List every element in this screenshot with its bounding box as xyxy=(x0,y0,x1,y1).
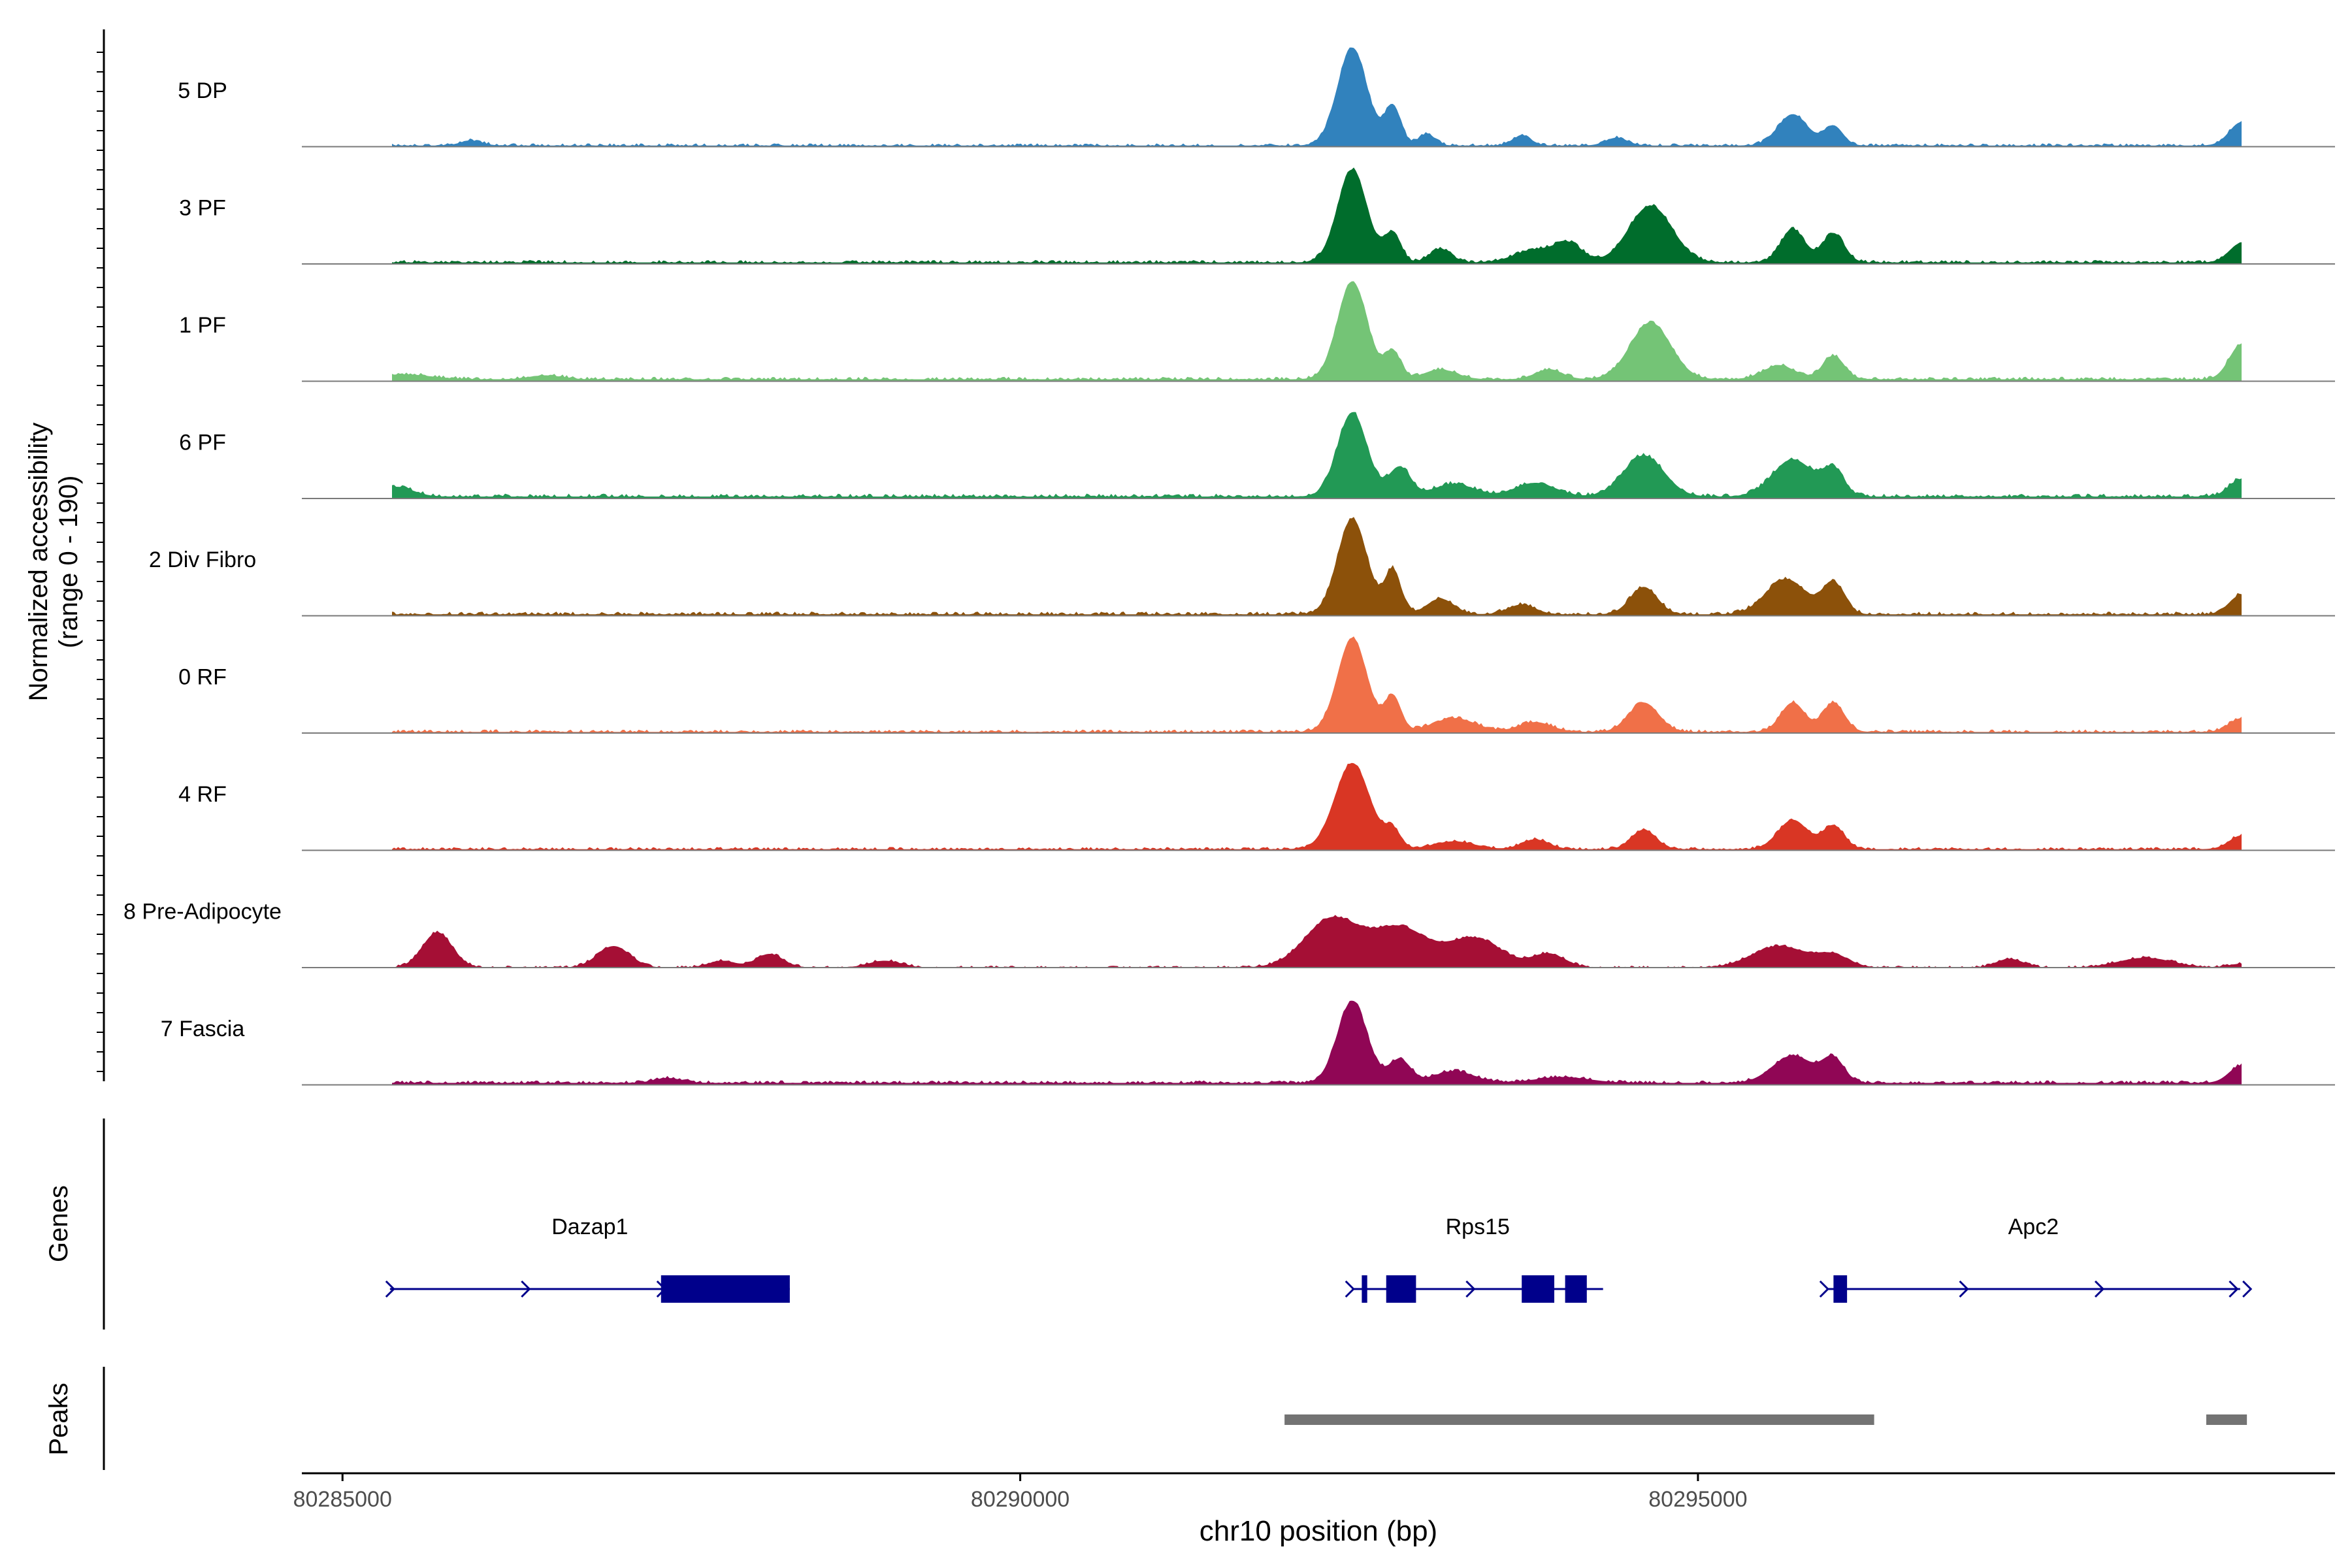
x-axis: 80285000 80290000 80295000 chr10 position … xyxy=(293,1472,2335,1547)
strand-arrow xyxy=(656,1280,666,1298)
track-label: 8 Pre-Adipocyte xyxy=(123,900,282,924)
gene-rps15: Rps15 xyxy=(1345,1215,1603,1303)
track-8-pre-adipocyte: 8 Pre-Adipocyte xyxy=(123,900,2335,968)
strand-arrow xyxy=(521,1280,531,1298)
track-2-div-fibro: 2 Div Fibro xyxy=(149,517,2335,617)
track-1-pf: 1 PF xyxy=(179,281,2335,382)
gene-name: Rps15 xyxy=(1446,1215,1510,1239)
strand-arrow xyxy=(1345,1280,1355,1298)
gene-apc2: Apc2 xyxy=(1819,1215,2253,1303)
gene-name: Dazap1 xyxy=(551,1215,628,1239)
y-axis-title-line1: Normalized accessibility xyxy=(24,423,53,702)
strand-arrow xyxy=(2229,1280,2239,1298)
track-4-rf: 4 RF xyxy=(178,762,2335,851)
track-label: 4 RF xyxy=(178,782,227,807)
track-7-fascia: 7 Fascia xyxy=(161,1000,2335,1086)
strand-arrow xyxy=(1959,1280,1969,1298)
coverage-y-axis xyxy=(97,29,105,1081)
gene-exon xyxy=(661,1275,790,1303)
gene-name: Apc2 xyxy=(2008,1215,2059,1239)
gene-exon xyxy=(1565,1275,1587,1303)
gene-annotation-track: Dazap1 Rps15 Apc2 xyxy=(385,1215,2253,1303)
track-label: 2 Div Fibro xyxy=(149,547,256,572)
track-5-dp: 5 DP xyxy=(178,47,2335,148)
track-label: 0 RF xyxy=(178,665,227,690)
strand-arrow xyxy=(1819,1280,1829,1298)
track-label: 3 PF xyxy=(179,196,226,221)
peaks-track xyxy=(1284,1414,2247,1425)
gene-exon xyxy=(1522,1275,1554,1303)
strand-arrow xyxy=(2242,1280,2253,1298)
coverage-area xyxy=(392,412,2242,498)
coverage-area xyxy=(392,1000,2242,1085)
track-6-pf: 6 PF xyxy=(179,412,2335,499)
track-3-pf: 3 PF xyxy=(179,167,2335,265)
strand-arrow xyxy=(2094,1280,2105,1298)
x-tick-label: 80295000 xyxy=(1648,1487,1747,1512)
x-axis-title: chr10 position (bp) xyxy=(1200,1515,1437,1547)
peaks-track-label: Peaks xyxy=(44,1382,73,1455)
peak-region xyxy=(2206,1414,2247,1425)
strand-arrow xyxy=(385,1280,395,1298)
track-label: 5 DP xyxy=(178,78,227,103)
track-label: 7 Fascia xyxy=(161,1017,245,1041)
gene-exon xyxy=(1362,1275,1367,1303)
gene-exon xyxy=(1386,1275,1416,1303)
x-tick-label: 80285000 xyxy=(293,1487,392,1512)
track-0-rf: 0 RF xyxy=(178,636,2335,734)
x-axis-ticks: 80285000 80290000 80295000 xyxy=(293,1473,1748,1512)
coverage-tracks: 5 DP 3 PF 1 PF 6 PF 2 Div Fibro 0 RF 4 RF 8 Pre… xyxy=(123,47,2335,1086)
coverage-area xyxy=(392,517,2242,616)
strand-arrow xyxy=(1465,1280,1476,1298)
coverage-y-axis-ticks xyxy=(97,52,104,1072)
track-label: 6 PF xyxy=(179,431,226,455)
gene-exon xyxy=(1833,1275,1848,1303)
peak-region xyxy=(1284,1414,1874,1425)
gene-dazap1: Dazap1 xyxy=(385,1215,790,1303)
y-axis-title-line2: (range 0 - 190) xyxy=(54,476,83,649)
genes-track-label: Genes xyxy=(44,1185,73,1262)
x-tick-label: 80290000 xyxy=(971,1487,1070,1512)
track-label: 1 PF xyxy=(179,313,226,338)
coverage-area xyxy=(392,915,2242,968)
